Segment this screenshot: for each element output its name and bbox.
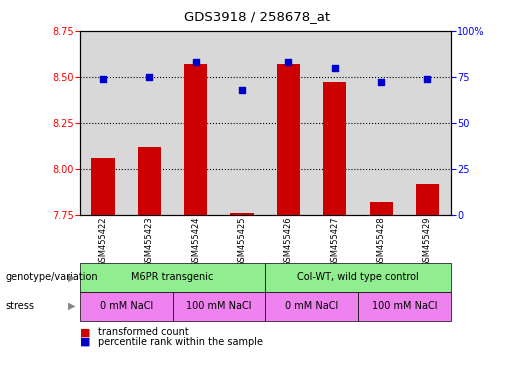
Text: transformed count: transformed count xyxy=(98,327,188,337)
Text: 100 mM NaCl: 100 mM NaCl xyxy=(371,301,437,311)
Point xyxy=(145,74,153,80)
Point xyxy=(238,87,246,93)
Point xyxy=(284,59,293,65)
Bar xyxy=(369,202,392,215)
Point xyxy=(331,65,339,71)
Bar xyxy=(323,82,346,215)
Text: 0 mM NaCl: 0 mM NaCl xyxy=(99,301,153,311)
Text: stress: stress xyxy=(5,301,34,311)
Bar xyxy=(92,158,114,215)
Text: genotype/variation: genotype/variation xyxy=(5,272,98,283)
Text: M6PR transgenic: M6PR transgenic xyxy=(131,272,214,283)
Bar xyxy=(184,64,207,215)
Point xyxy=(377,79,385,85)
Point xyxy=(192,59,200,65)
Text: percentile rank within the sample: percentile rank within the sample xyxy=(98,337,263,347)
Bar xyxy=(416,184,439,215)
Text: ▶: ▶ xyxy=(68,272,76,283)
Text: ▶: ▶ xyxy=(68,301,76,311)
Point xyxy=(423,76,432,82)
Point xyxy=(99,76,107,82)
Text: 0 mM NaCl: 0 mM NaCl xyxy=(285,301,338,311)
Bar xyxy=(138,147,161,215)
Text: ■: ■ xyxy=(80,337,90,347)
Text: Col-WT, wild type control: Col-WT, wild type control xyxy=(297,272,419,283)
Text: ■: ■ xyxy=(80,327,90,337)
Text: 100 mM NaCl: 100 mM NaCl xyxy=(186,301,252,311)
Text: GDS3918 / 258678_at: GDS3918 / 258678_at xyxy=(184,10,331,23)
Bar xyxy=(277,64,300,215)
Bar xyxy=(231,213,253,215)
